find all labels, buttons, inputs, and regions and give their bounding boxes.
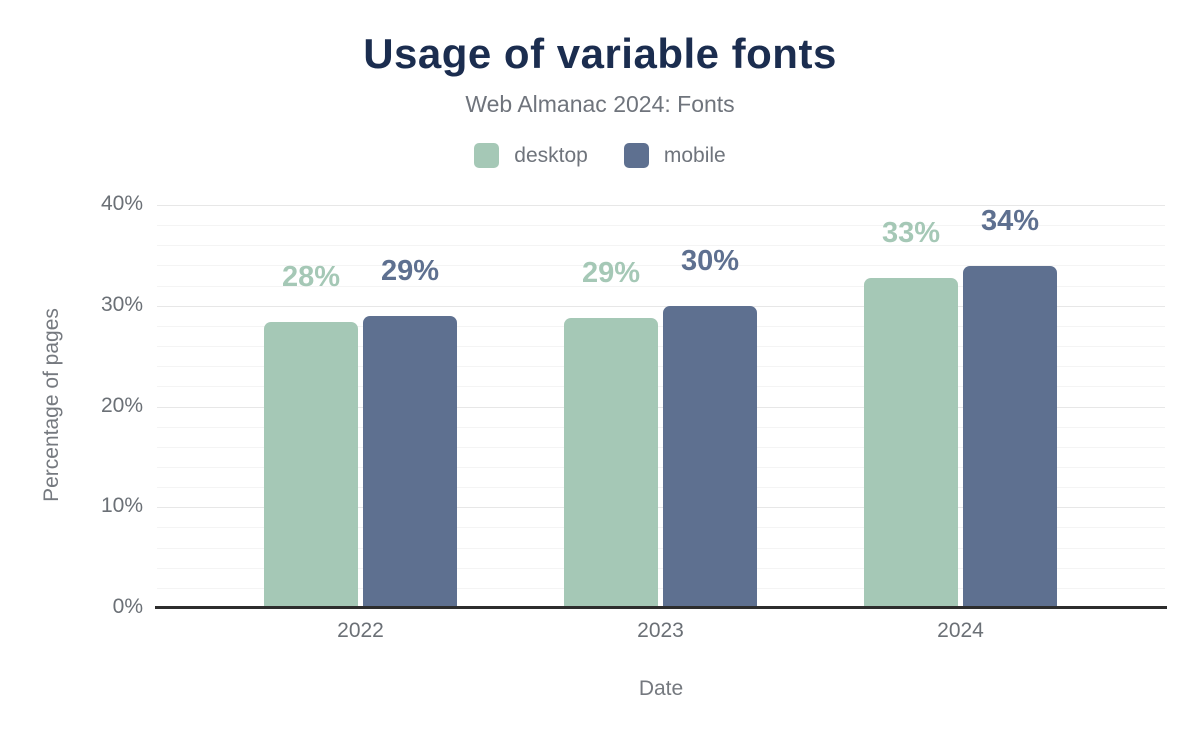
chart-subtitle: Web Almanac 2024: Fonts — [465, 91, 735, 117]
desktop-swatch-icon — [474, 143, 500, 168]
x-tick-label-2022: 2022 — [337, 619, 384, 642]
y-tick-label: 30% — [100, 293, 143, 316]
bar-value-label-mobile-2023: 30% — [680, 245, 740, 277]
y-tick-label: 10% — [100, 494, 143, 517]
minor-gridline — [157, 326, 1165, 327]
x-axis-line — [155, 606, 1167, 609]
major-gridline — [157, 507, 1165, 508]
bar-value-label-desktop-2024: 33% — [881, 217, 941, 249]
minor-gridline — [157, 386, 1165, 387]
bar-mobile-2024[interactable] — [963, 266, 1057, 607]
y-axis-title: Percentage of pages — [40, 308, 63, 502]
bar-desktop-2024[interactable] — [864, 278, 958, 607]
x-tick-label-2023: 2023 — [637, 619, 684, 642]
bar-value-label-mobile-2022: 29% — [380, 255, 440, 287]
minor-gridline — [157, 366, 1165, 367]
minor-gridline — [157, 467, 1165, 468]
legend-item-mobile[interactable]: mobile — [623, 143, 726, 168]
y-tick-label: 20% — [100, 394, 143, 417]
minor-gridline — [157, 265, 1165, 266]
minor-gridline — [157, 568, 1165, 569]
x-axis-title: Date — [638, 677, 684, 700]
major-gridline — [157, 407, 1165, 408]
minor-gridline — [157, 427, 1165, 428]
minor-gridline — [157, 588, 1165, 589]
y-tick-label: 40% — [100, 192, 143, 215]
bar-desktop-2022[interactable] — [264, 322, 358, 607]
minor-gridline — [157, 487, 1165, 488]
minor-gridline — [157, 548, 1165, 549]
legend-label-desktop: desktop — [514, 143, 588, 167]
chart-title: Usage of variable fonts — [363, 30, 837, 77]
bar-desktop-2023[interactable] — [564, 318, 658, 607]
minor-gridline — [157, 346, 1165, 347]
bar-value-label-desktop-2022: 28% — [281, 261, 341, 293]
major-gridline — [157, 306, 1165, 307]
major-gridline — [157, 205, 1165, 206]
bar-mobile-2023[interactable] — [663, 306, 757, 607]
legend-label-mobile: mobile — [663, 143, 726, 167]
minor-gridline — [157, 225, 1165, 226]
minor-gridline — [157, 447, 1165, 448]
minor-gridline — [157, 527, 1165, 528]
minor-gridline — [157, 245, 1165, 246]
mobile-swatch-icon — [623, 143, 649, 168]
y-tick-label: 0% — [112, 595, 143, 618]
legend: desktop mobile — [0, 143, 1200, 168]
bar-value-label-desktop-2023: 29% — [581, 257, 641, 289]
x-tick-label-2024: 2024 — [937, 619, 984, 642]
minor-gridline — [157, 286, 1165, 287]
bar-mobile-2022[interactable] — [363, 316, 457, 607]
bar-value-label-mobile-2024: 34% — [980, 205, 1040, 237]
legend-item-desktop[interactable]: desktop — [474, 143, 588, 168]
